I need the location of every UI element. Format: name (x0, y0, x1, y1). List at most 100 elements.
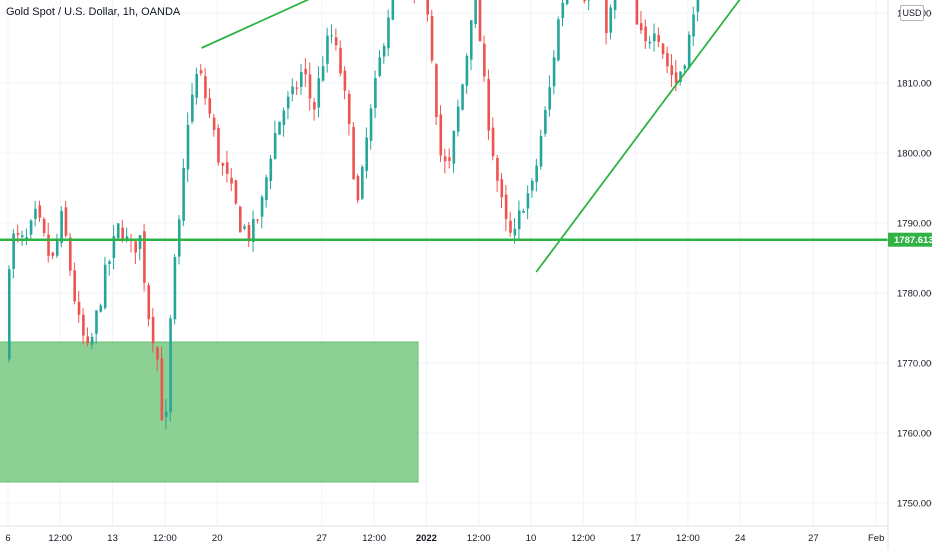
candle-body (42, 219, 46, 233)
candle-body (378, 57, 382, 77)
candle-body (478, 0, 482, 42)
green-trendline-2 (535, 0, 741, 273)
y-tick-label: 1800.000 (897, 149, 932, 160)
candle-body (221, 163, 225, 166)
x-tick-label: 12:00 (676, 533, 700, 544)
x-tick-label: 13 (107, 533, 118, 544)
candle-body (347, 93, 351, 124)
candle-body (108, 261, 111, 264)
candle-body (252, 218, 255, 242)
candle-body (352, 127, 355, 180)
candle-body (151, 316, 155, 344)
candle-body (679, 71, 682, 83)
candle-body (313, 101, 316, 110)
x-tick-label: 27 (808, 533, 819, 544)
candle-body (487, 79, 491, 131)
candle-body (51, 252, 55, 256)
candle-body (513, 228, 517, 236)
y-tick-label: 1810.000 (897, 79, 932, 90)
candle-body (82, 314, 85, 336)
candle-body (452, 131, 456, 164)
candle-body (522, 211, 525, 213)
candle-body (304, 68, 307, 75)
candle-body (204, 76, 207, 99)
candle-body (317, 78, 321, 108)
candle-body (653, 33, 656, 42)
candle-body (256, 219, 260, 221)
candle-body (212, 117, 216, 130)
x-tick-label: 2022 (416, 533, 437, 544)
candle-body (552, 57, 556, 87)
y-tick-label: 1750.000 (897, 499, 932, 510)
x-tick-label: 10 (526, 533, 537, 544)
candle-body (548, 87, 552, 110)
candle-body (531, 180, 534, 191)
candle-body (125, 236, 129, 240)
candle-body (326, 35, 329, 64)
support-price-tag (888, 232, 932, 247)
candle-body (147, 285, 151, 320)
candle-body (334, 37, 338, 46)
candle-body (217, 128, 220, 163)
candle-body (561, 2, 565, 19)
candle-body (687, 34, 691, 68)
candle-body (73, 270, 76, 302)
candle-body (225, 162, 229, 174)
x-tick-label: 12:00 (571, 533, 595, 544)
price-axis-bg (888, 0, 932, 550)
green-trendline-1 (201, 0, 310, 49)
candle-body (583, 0, 586, 2)
candle-body (391, 0, 395, 20)
y-tick-label: 1780.000 (897, 289, 932, 300)
candle-body (644, 26, 647, 42)
candle-body (77, 301, 81, 315)
candle-body (683, 65, 687, 69)
candle-body (469, 20, 473, 60)
candles (8, 0, 700, 430)
candle-body (535, 165, 538, 182)
candle-body (557, 19, 560, 61)
candle-body (539, 135, 543, 167)
x-tick-label: 12:00 (362, 533, 386, 544)
candle-body (565, 0, 569, 5)
candle-body (173, 257, 177, 320)
candle-body (103, 264, 107, 308)
candle-body (500, 179, 504, 198)
candle-body (156, 347, 159, 360)
candle-body (86, 336, 90, 344)
x-tick-label: Feb (868, 533, 884, 544)
candle-body (260, 196, 264, 217)
y-tick-label: 1770.000 (897, 359, 932, 370)
candle-body (169, 318, 172, 413)
candle-body (34, 208, 37, 219)
x-tick-label: 12:00 (467, 533, 491, 544)
candle-body (439, 114, 443, 156)
candle-body (16, 233, 20, 235)
candle-body (47, 234, 50, 256)
candle-body (387, 17, 390, 49)
candle-body (635, 0, 639, 25)
candle-body (300, 72, 303, 87)
candle-body (21, 235, 24, 237)
candle-body (496, 157, 499, 181)
candle-body (509, 220, 512, 233)
y-tick-label: 1790.000 (897, 219, 932, 230)
price-labels: 1828.1211787.6131848.86015:46 (888, 232, 932, 247)
support-price-label: 1787.613 (894, 235, 932, 246)
currency-button[interactable]: USD (900, 5, 924, 21)
candle-body (199, 70, 203, 74)
candle-body (661, 43, 665, 55)
candle-body (369, 108, 373, 141)
candle-body (361, 166, 364, 199)
candle-body (692, 14, 695, 37)
candle-body (177, 219, 181, 257)
x-tick-label: 24 (735, 533, 746, 544)
candle-body (491, 127, 495, 157)
candle-body (339, 47, 342, 74)
candle-body (138, 235, 142, 250)
candle-body (60, 210, 63, 243)
candle-body (243, 226, 246, 229)
candle-body (265, 177, 268, 201)
